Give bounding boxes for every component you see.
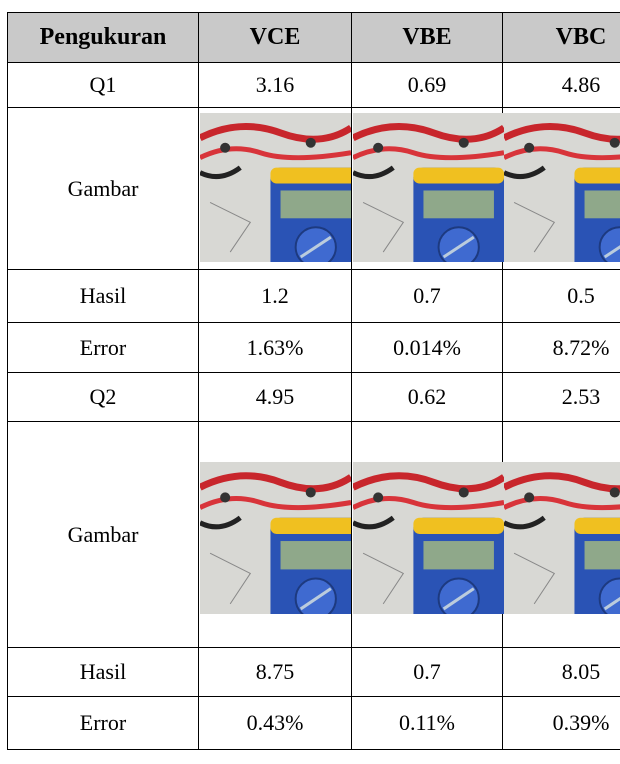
cell-text: 8.72% (552, 334, 610, 360)
header-cell: VCE (199, 12, 352, 63)
cell-text: Q1 (89, 72, 117, 97)
table-cell: Q2 (7, 373, 199, 422)
table-cell: 0.5 (503, 270, 620, 323)
multimeter-photo (353, 462, 504, 614)
table-cell: 8.75 (199, 648, 352, 697)
cell-text: 1.2 (261, 283, 289, 308)
cell-text: 4.86 (561, 72, 601, 97)
table-cell: Hasil (7, 648, 199, 697)
cell-text: 0.43% (246, 710, 304, 735)
header-cell: VBC (503, 12, 620, 63)
table-cell: 0.62 (352, 373, 503, 422)
table-cell: 1.2 (199, 270, 352, 323)
cell-text: 4.95 (255, 384, 295, 409)
cell-text: VBE (402, 24, 452, 50)
table-cell: 0.014% (352, 323, 503, 373)
table-cell: 0.39% (503, 697, 620, 750)
table-cell: 0.7 (352, 270, 503, 323)
cell-text: 2.53 (561, 384, 601, 409)
cell-text: Error (79, 710, 127, 735)
table-cell: 8.05 (503, 648, 620, 697)
table-cell: 2.53 (503, 373, 620, 422)
table-cell: 0.7 (352, 648, 503, 697)
cell-text: 8.75 (255, 659, 295, 684)
multimeter-photo (504, 113, 620, 262)
cell-text: 0.69 (407, 72, 447, 97)
table-cell: Gambar (7, 422, 199, 648)
table-cell (503, 108, 620, 270)
cell-text: 0.62 (407, 384, 447, 409)
header-cell: Pengukuran (7, 12, 199, 63)
table-cell: 0.43% (199, 697, 352, 750)
cell-text: VCE (249, 24, 301, 50)
cell-text: Pengukuran (39, 24, 167, 50)
cell-text: Hasil (79, 283, 127, 308)
table-cell (199, 422, 352, 648)
cell-text: 0.014% (393, 334, 461, 360)
cell-text: Error (79, 334, 127, 360)
multimeter-photo (504, 462, 620, 614)
multimeter-photo (353, 113, 504, 262)
cell-text: 0.5 (567, 283, 595, 308)
cell-text: VBC (555, 24, 607, 50)
table-cell (503, 422, 620, 648)
cell-text: Gambar (67, 521, 139, 547)
table-cell: Q1 (7, 63, 199, 108)
table-cell: Gambar (7, 108, 199, 270)
cell-text: 3.16 (255, 72, 295, 97)
cell-text: Q2 (89, 384, 117, 409)
cell-text: 1.63% (246, 334, 304, 360)
cell-text: 0.39% (552, 710, 610, 735)
table-cell: 4.86 (503, 63, 620, 108)
table-cell: 0.69 (352, 63, 503, 108)
cell-text: Gambar (67, 175, 139, 201)
table-cell: Error (7, 697, 199, 750)
table-cell: 0.11% (352, 697, 503, 750)
cell-text: Hasil (79, 659, 127, 684)
header-cell: VBE (352, 12, 503, 63)
cell-text: 0.7 (413, 283, 441, 308)
table-cell: 4.95 (199, 373, 352, 422)
table-cell (199, 108, 352, 270)
cell-text: 0.11% (398, 710, 455, 735)
cell-text: 0.7 (413, 659, 441, 684)
table-cell: 8.72% (503, 323, 620, 373)
multimeter-photo (200, 462, 351, 614)
cell-text: 8.05 (561, 659, 601, 684)
table-cell: Error (7, 323, 199, 373)
table-cell: Hasil (7, 270, 199, 323)
multimeter-photo (200, 113, 351, 262)
table-cell: 1.63% (199, 323, 352, 373)
table-cell: 3.16 (199, 63, 352, 108)
